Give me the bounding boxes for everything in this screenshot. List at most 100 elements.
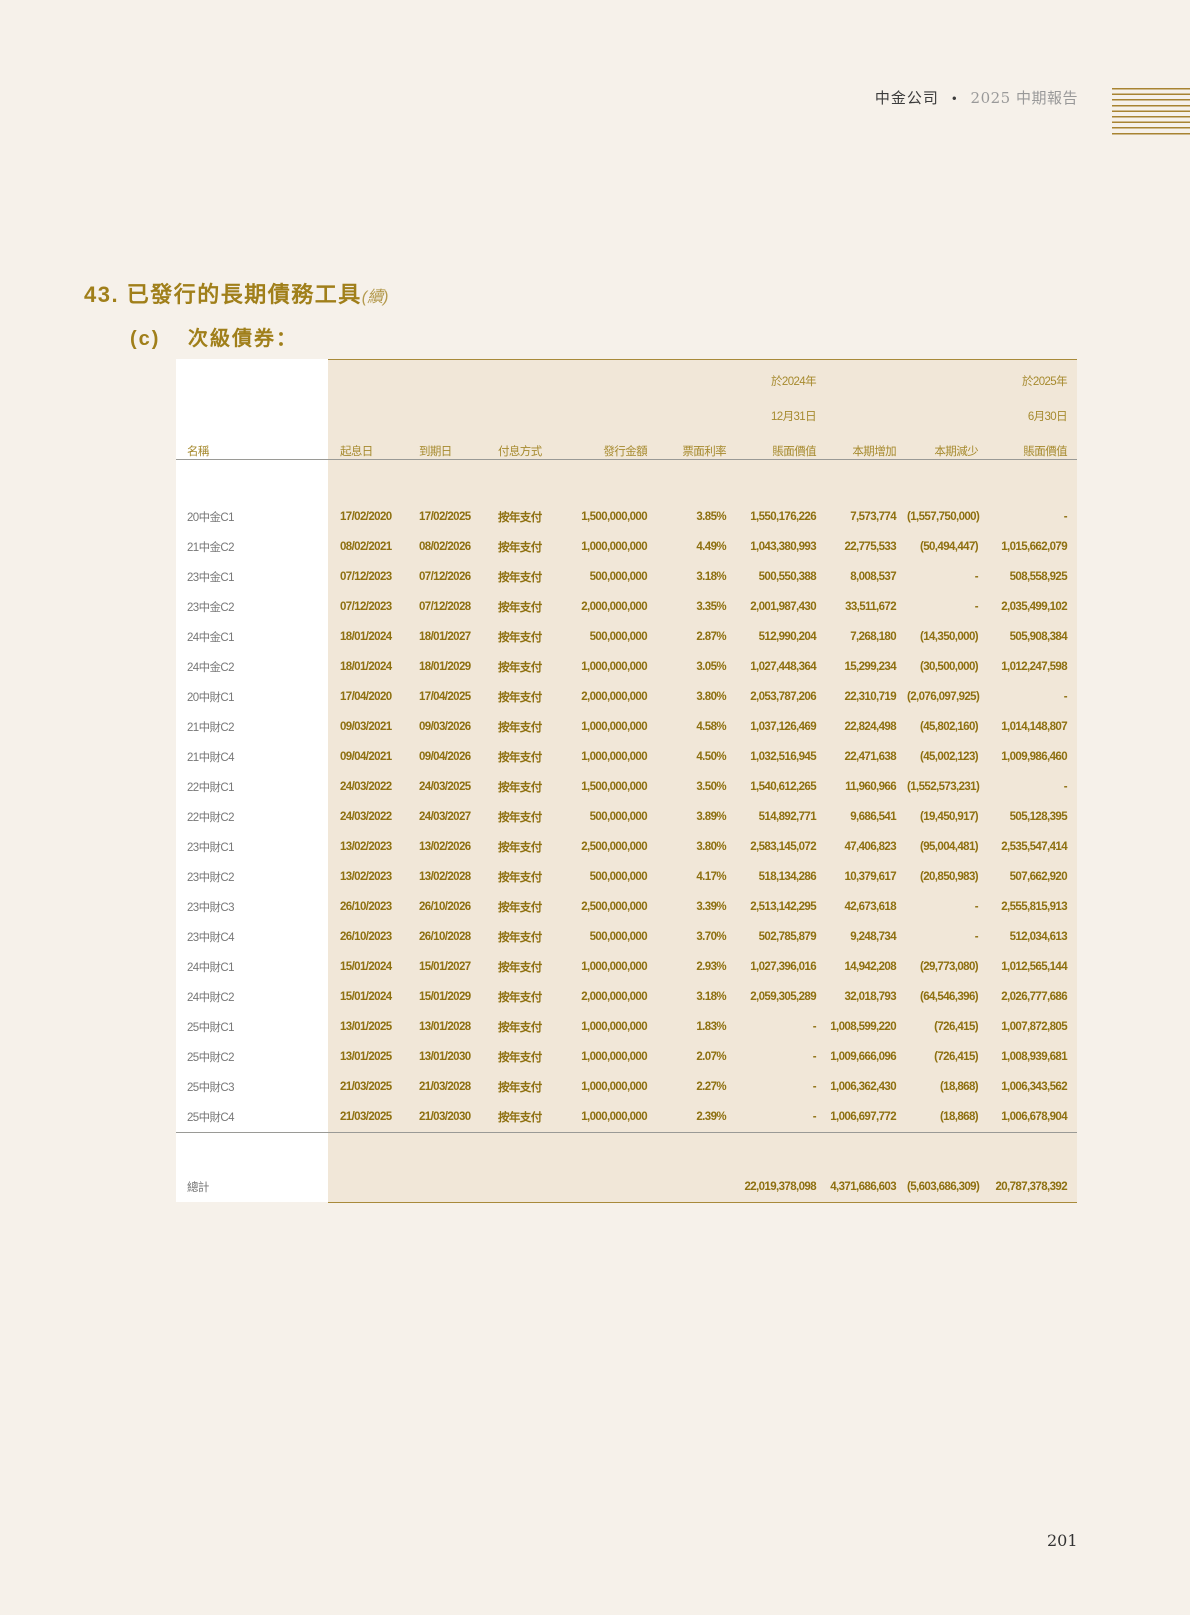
- value-2025: 1,015,662,079: [1001, 541, 1067, 553]
- header-amount: 發行金額: [603, 446, 647, 458]
- table-row: 24中金C2 18/01/2024 18/01/2029 按年支付 1,000,000,…: [176, 652, 1077, 682]
- payment-method: 按年支付: [498, 992, 542, 1004]
- decrease: (18,868): [939, 1111, 979, 1123]
- value-2024: 1,027,448,364: [750, 661, 816, 673]
- decrease: (95,004,481): [919, 841, 979, 853]
- decrease: (29,773,080): [919, 961, 979, 973]
- value-2024: 2,053,787,206: [750, 691, 816, 703]
- issue-amount: 1,000,000,000: [581, 1111, 647, 1123]
- table-row: 23中財C3 26/10/2023 26/10/2026 按年支付 2,500,000,…: [176, 892, 1077, 922]
- bond-name: 21中金C2: [187, 542, 235, 554]
- value-2025: -: [1063, 691, 1068, 703]
- maturity-date: 18/01/2029: [419, 661, 471, 673]
- issue-amount: 500,000,000: [589, 571, 648, 583]
- bond-name: 25中財C4: [187, 1112, 235, 1124]
- increase: 15,299,234: [844, 661, 896, 673]
- table-row: 24中財C2 15/01/2024 15/01/2029 按年支付 2,000,000,…: [176, 982, 1077, 1012]
- coupon-rate: 2.27%: [696, 1081, 726, 1093]
- decrease: (20,850,983): [919, 871, 979, 883]
- bond-name: 25中財C2: [187, 1052, 235, 1064]
- issue-amount: 2,500,000,000: [581, 901, 647, 913]
- value-2025: 1,007,872,805: [1001, 1021, 1067, 1033]
- subsection-title-text: 次級債券：: [188, 328, 299, 350]
- value-2024: 512,990,204: [758, 631, 817, 643]
- start-date: 13/01/2025: [340, 1051, 392, 1063]
- decrease: (726,415): [934, 1051, 978, 1063]
- value-2025: -: [1063, 511, 1068, 523]
- header-v2025-line2: 6月30日: [1027, 411, 1068, 423]
- coupon-rate: 2.07%: [696, 1051, 726, 1063]
- increase: 42,673,618: [844, 901, 896, 913]
- coupon-rate: 4.17%: [696, 871, 726, 883]
- bond-name: 24中金C2: [187, 662, 235, 674]
- issue-amount: 500,000,000: [589, 631, 648, 643]
- header-v2024-line2: 12月31日: [771, 411, 817, 423]
- maturity-date: 17/04/2025: [419, 691, 471, 703]
- start-date: 18/01/2024: [340, 661, 392, 673]
- table-row: 21中金C2 08/02/2021 08/02/2026 按年支付 1,000,000,…: [176, 532, 1077, 562]
- start-date: 17/02/2020: [340, 511, 392, 523]
- total-label: 總計: [187, 1182, 209, 1194]
- issue-amount: 1,500,000,000: [581, 781, 647, 793]
- increase: 11,960,966: [845, 781, 897, 793]
- increase: 9,248,734: [850, 931, 896, 943]
- maturity-date: 13/02/2026: [419, 841, 471, 853]
- increase: 1,006,362,430: [830, 1081, 896, 1093]
- payment-method: 按年支付: [498, 572, 542, 584]
- start-date: 21/03/2025: [340, 1111, 392, 1123]
- bond-name: 24中財C1: [187, 962, 235, 974]
- start-date: 26/10/2023: [340, 931, 392, 943]
- coupon-rate: 4.50%: [696, 751, 726, 763]
- value-2025: 1,014,148,807: [1001, 721, 1067, 733]
- maturity-date: 09/03/2026: [419, 721, 471, 733]
- empty-cell: [565, 1172, 659, 1202]
- table-row: 20中金C1 17/02/2020 17/02/2025 按年支付 1,500,000,…: [176, 502, 1077, 532]
- header-row-3: 名稱 起息日 到期日 付息方式 發行金額 票面利率 賬面價值 本期增加 本期減少…: [176, 429, 1077, 464]
- value-2024: -: [812, 1021, 817, 1033]
- coupon-rate: 3.18%: [696, 991, 726, 1003]
- coupon-rate: 3.35%: [696, 601, 726, 613]
- value-2025: 2,555,815,913: [1001, 901, 1067, 913]
- decrease: (30,500,000): [919, 661, 979, 673]
- total-increase: 4,371,686,603: [830, 1181, 896, 1193]
- table-row: 21中財C2 09/03/2021 09/03/2026 按年支付 1,000,000,…: [176, 712, 1077, 742]
- maturity-date: 17/02/2025: [419, 511, 471, 523]
- value-2025: 2,035,499,102: [1001, 601, 1067, 613]
- name-column-bg: [176, 359, 328, 1202]
- increase: 7,268,180: [850, 631, 896, 643]
- header-v2025-line1: 於2025年: [1022, 376, 1068, 388]
- subsection-title: (c) 次級債券：: [130, 322, 298, 351]
- table-row: 25中財C2 13/01/2025 13/01/2030 按年支付 1,000,000,…: [176, 1042, 1077, 1072]
- start-date: 24/03/2022: [340, 811, 392, 823]
- issue-amount: 1,000,000,000: [581, 1051, 647, 1063]
- issue-amount: 1,000,000,000: [581, 751, 647, 763]
- coupon-rate: 4.49%: [696, 541, 726, 553]
- data-end-rule: [176, 1132, 1077, 1133]
- payment-method: 按年支付: [498, 842, 542, 854]
- table-row: 22中財C1 24/03/2022 24/03/2025 按年支付 1,500,000,…: [176, 772, 1077, 802]
- payment-method: 按年支付: [498, 602, 542, 614]
- maturity-date: 09/04/2026: [419, 751, 471, 763]
- issue-amount: 500,000,000: [589, 931, 648, 943]
- header-row-1: 於2024年 於2025年: [176, 359, 1077, 394]
- coupon-rate: 1.83%: [696, 1021, 726, 1033]
- coupon-rate: 2.87%: [696, 631, 726, 643]
- empty-cell: [328, 1172, 407, 1202]
- value-2024: 2,583,145,072: [750, 841, 816, 853]
- value-2024: 1,043,380,993: [750, 541, 816, 553]
- maturity-date: 07/12/2026: [419, 571, 471, 583]
- header-increase: 本期增加: [852, 446, 896, 458]
- start-date: 17/04/2020: [340, 691, 392, 703]
- coupon-rate: 3.05%: [696, 661, 726, 673]
- issue-amount: 500,000,000: [589, 871, 648, 883]
- payment-method: 按年支付: [498, 1022, 542, 1034]
- bond-name: 24中財C2: [187, 992, 235, 1004]
- payment-method: 按年支付: [498, 542, 542, 554]
- coupon-rate: 3.70%: [696, 931, 726, 943]
- empty-cell: [659, 1172, 738, 1202]
- bond-name: 22中財C2: [187, 812, 235, 824]
- maturity-date: 15/01/2027: [419, 961, 471, 973]
- issue-amount: 1,500,000,000: [581, 511, 647, 523]
- start-date: 07/12/2023: [340, 601, 392, 613]
- start-date: 24/03/2022: [340, 781, 392, 793]
